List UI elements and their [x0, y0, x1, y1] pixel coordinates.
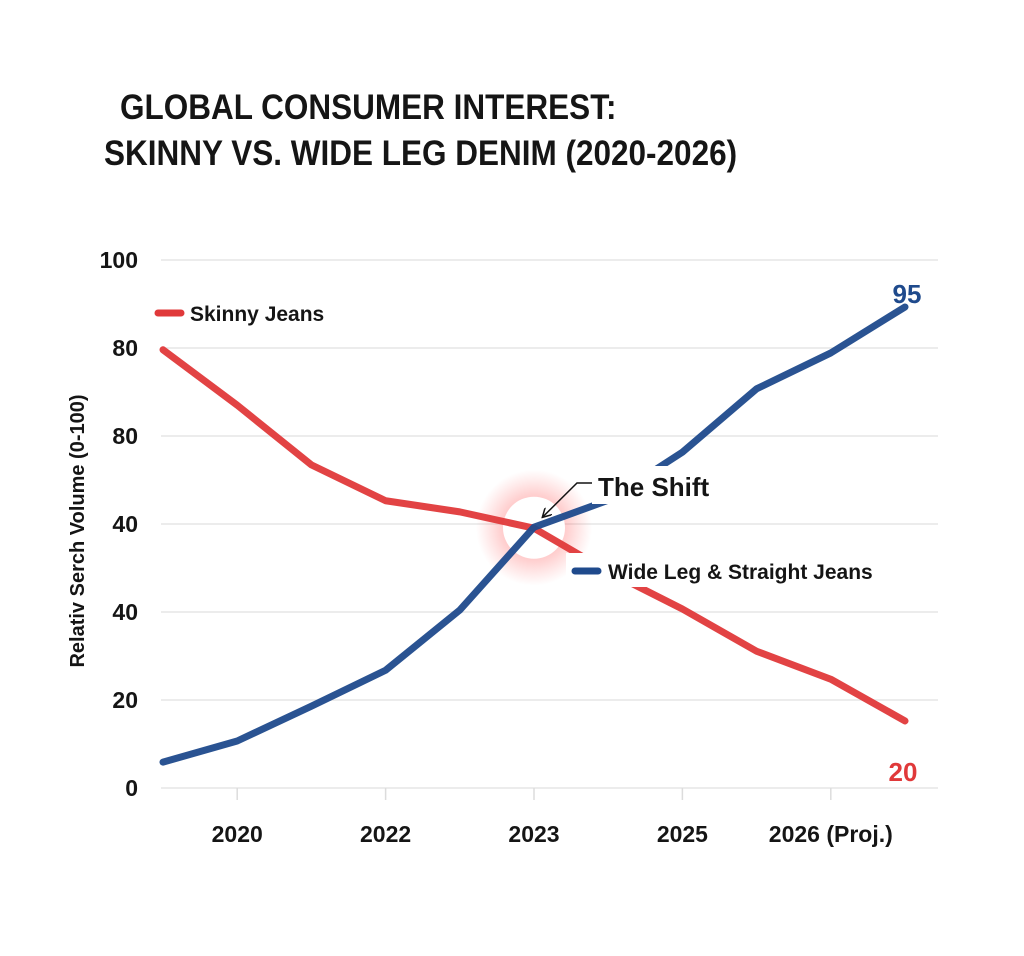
- x-tick-label: 2022: [360, 821, 411, 847]
- chart-title-line-1: GLOBAL CONSUMER INTEREST:: [120, 88, 617, 127]
- end-label-skinny-jeans: 20: [889, 757, 918, 787]
- annotation-text: The Shift: [598, 472, 710, 502]
- annotation-bg: [592, 466, 712, 504]
- legends: Skinny Jeans Wide Leg & Straight Jeans: [148, 297, 891, 587]
- y-tick-label: 80: [112, 423, 138, 449]
- y-axis-ticks: 0 20 40 40 80 80 100: [100, 247, 138, 801]
- legend-bg: [566, 553, 891, 587]
- y-tick-label: 0: [125, 775, 138, 801]
- y-tick-label: 100: [100, 247, 138, 273]
- annotation-arrow: [543, 482, 592, 517]
- y-tick-label: 40: [112, 599, 138, 625]
- series-line-wide-leg-jeans: [159, 303, 909, 766]
- x-axis-ticks: 2020 2022 2023 2025 2026 (Proj.): [212, 788, 893, 847]
- series-lines: [159, 303, 909, 766]
- y-tick-label: 20: [112, 687, 138, 713]
- x-tick-label: 2026 (Proj.): [769, 821, 893, 847]
- gridlines: [161, 259, 938, 789]
- x-tick-label: 2025: [657, 821, 708, 847]
- x-tick-label: 2020: [212, 821, 263, 847]
- legend-label-wide-leg-jeans: Wide Leg & Straight Jeans: [608, 561, 873, 584]
- legend-label-skinny-jeans: Skinny Jeans: [190, 303, 324, 326]
- end-labels: 95 20: [889, 279, 922, 787]
- x-tick-label: 2023: [508, 821, 559, 847]
- y-tick-label: 80: [112, 335, 138, 361]
- y-axis-title: Relativ Serch Volume (0-100): [67, 394, 89, 667]
- y-tick-label: 40: [112, 511, 138, 537]
- end-label-wide-leg-jeans: 95: [893, 279, 922, 309]
- annotation: The Shift: [543, 466, 712, 517]
- chart-title-line-2: SKINNY VS. WIDE LEG DENIM (2020-2026): [104, 134, 738, 173]
